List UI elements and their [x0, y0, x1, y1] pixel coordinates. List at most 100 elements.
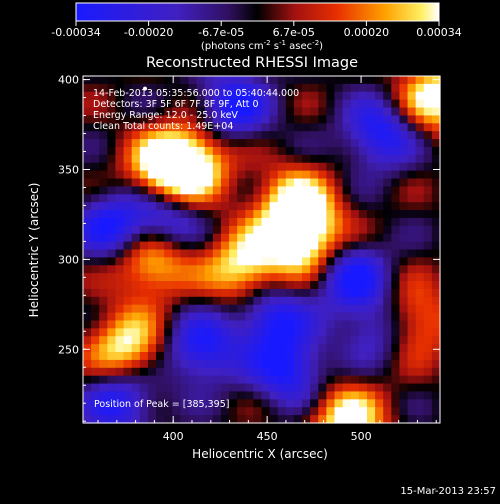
heatmap-cell [139, 296, 149, 306]
heatmap-cell [131, 312, 141, 322]
heatmap-cell [431, 170, 441, 180]
heatmap-cell [91, 352, 100, 361]
heatmap-cell [302, 391, 311, 400]
heatmap-cell [326, 399, 336, 408]
heatmap-cell [196, 296, 206, 306]
heatmap-cell [302, 131, 311, 140]
heatmap-cell [139, 233, 149, 243]
heatmap-cell [261, 107, 271, 117]
heatmap-cell [431, 99, 441, 109]
heatmap-cell [131, 186, 141, 195]
heatmap-cell [375, 344, 384, 353]
heatmap-cell [261, 257, 271, 266]
heatmap-cell [277, 375, 287, 385]
heatmap-cell [180, 391, 190, 400]
heatmap-cell [237, 281, 246, 290]
heatmap-cell [285, 375, 295, 385]
heatmap-cell [310, 186, 319, 195]
heatmap-cell [196, 83, 206, 93]
heatmap-cell [237, 107, 246, 117]
heatmap-cell [383, 233, 392, 243]
heatmap-cell [391, 304, 401, 314]
heatmap-cell [277, 257, 287, 266]
heatmap-cell [293, 257, 303, 266]
heatmap-cell [415, 233, 425, 243]
heatmap-cell [293, 99, 303, 109]
heatmap-cell [269, 162, 279, 172]
heatmap-cell [196, 162, 206, 172]
heatmap-cell [407, 162, 417, 172]
heatmap-cell [172, 257, 181, 266]
heatmap-cell [245, 273, 254, 282]
heatmap-cell [391, 296, 401, 306]
heatmap-cell [204, 249, 214, 258]
heatmap-cell [342, 241, 352, 251]
heatmap-cell [172, 233, 181, 243]
heatmap-cell [431, 304, 441, 314]
heatmap-cell [415, 328, 425, 337]
heatmap-cell [334, 123, 344, 132]
heatmap-cell [229, 131, 238, 140]
heatmap-cell [318, 217, 328, 227]
heatmap-cell [83, 257, 92, 266]
heatmap-cell [342, 375, 352, 385]
heatmap-cell [423, 344, 433, 353]
heatmap-cell [139, 407, 149, 416]
heatmap-cell [172, 170, 181, 180]
heatmap-cell [156, 233, 165, 243]
colorbar-tick-label: -0.00034 [51, 26, 100, 39]
heatmap-cell [196, 123, 206, 132]
heatmap-cell [399, 178, 409, 188]
heatmap-cell [220, 194, 230, 203]
colorbar-tick-label: 6.7e-05 [273, 26, 315, 39]
heatmap-cell [83, 249, 92, 258]
heatmap-cell [196, 336, 206, 345]
chart-title: Reconstructed RHESSI Image [146, 55, 358, 71]
y-tick-label: 400 [58, 74, 79, 87]
heatmap-cell [99, 415, 108, 424]
heatmap-cell [115, 304, 125, 314]
heatmap-cell [220, 139, 230, 148]
heatmap-cell [310, 83, 319, 93]
heatmap-cell [293, 217, 303, 227]
heatmap-cell [415, 186, 425, 195]
heatmap-cell [407, 383, 417, 393]
heatmap-cell [107, 273, 117, 282]
heatmap-cell [196, 107, 206, 117]
heatmap-cell [188, 359, 198, 369]
heatmap-cell [237, 178, 246, 188]
heatmap-cell [131, 146, 141, 156]
heatmap-cell [188, 123, 198, 132]
heatmap-cell [293, 146, 303, 156]
heatmap-cell [350, 281, 360, 290]
heatmap-cell [123, 107, 133, 117]
heatmap-cell [399, 225, 409, 235]
heatmap-cell [391, 273, 401, 282]
heatmap-cell [83, 241, 92, 251]
heatmap-cell [293, 320, 303, 329]
heatmap-cell [423, 99, 433, 109]
heatmap-cell [220, 296, 230, 306]
heatmap-cell [229, 91, 238, 101]
heatmap-cell [358, 162, 368, 172]
heatmap-cell [123, 344, 133, 353]
heatmap-cell [285, 83, 295, 93]
heatmap-cell [326, 139, 336, 148]
heatmap-cell [196, 399, 206, 408]
heatmap-cell [91, 194, 100, 203]
heatmap-cell [164, 162, 173, 172]
heatmap-cell [180, 320, 190, 329]
heatmap-cell [91, 107, 100, 117]
heatmap-cell [237, 76, 246, 85]
heatmap-cell [220, 359, 230, 369]
heatmap-cell [318, 162, 328, 172]
heatmap-cell [302, 115, 311, 124]
heatmap-cell [99, 210, 108, 219]
heatmap-cell [334, 241, 344, 251]
heatmap-cell [220, 336, 230, 345]
heatmap-cell [139, 76, 149, 85]
heatmap-cell [293, 162, 303, 172]
heatmap-cell [188, 139, 198, 148]
heatmap-cell [318, 288, 328, 298]
heatmap-cell [415, 139, 425, 148]
